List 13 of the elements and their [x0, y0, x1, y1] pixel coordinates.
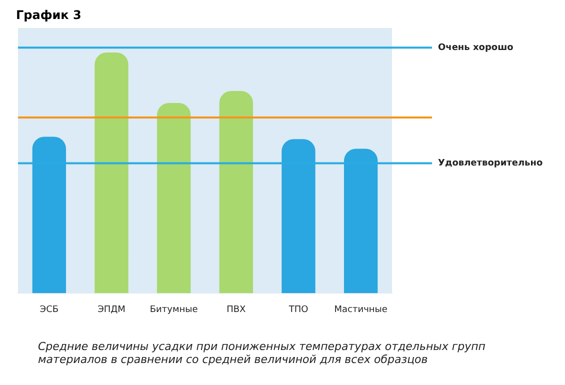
- bar: [94, 52, 128, 294]
- x-tick-label: Мастичные: [334, 304, 388, 315]
- bar: [157, 103, 191, 294]
- x-tick-label: Битумные: [150, 304, 198, 315]
- x-tick-label: ТПО: [288, 304, 308, 315]
- x-tick-label: ЭПДМ: [98, 304, 126, 315]
- chart-title: График 3: [16, 8, 82, 22]
- ref-line-label: Удовлетворительно: [438, 158, 543, 169]
- bar: [219, 90, 253, 294]
- x-tick-label: ЭСБ: [40, 304, 59, 315]
- ref-line-label: Очень хорошо: [438, 42, 514, 53]
- x-tick-label: ПВХ: [226, 304, 246, 315]
- text: Средние величины усадки при пониженных температурах отдельных групп материалов в сравнении со средней величиной для всех образцов: [38, 340, 486, 366]
